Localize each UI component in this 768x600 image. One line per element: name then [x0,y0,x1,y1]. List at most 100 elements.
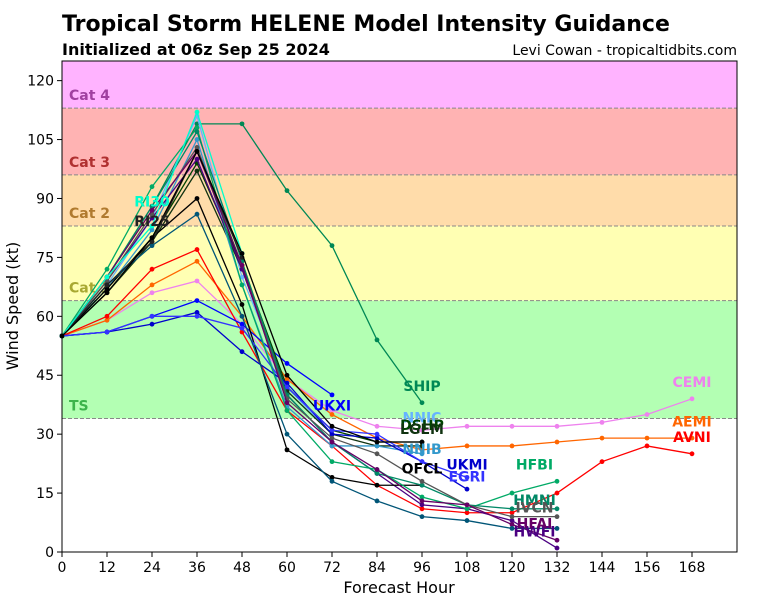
chart-subtitle: Initialized at 06z Sep 25 2024 [62,40,330,59]
series-point-ukxi [239,321,245,327]
series-point-ship [329,243,335,249]
series-point-hfai [464,502,470,508]
series-point-aemi [464,443,470,449]
band-label-ts: TS [69,398,89,414]
series-point-ofcl [284,447,290,453]
series-point-hfai [374,467,380,472]
series-point-hfbi [194,125,200,131]
chart-credit: Levi Cowan - tropicaltidbits.com [512,43,737,59]
series-label-avni: AVNI [673,430,711,446]
series-point-aemi [644,435,650,441]
series-point-ofcl [104,286,110,292]
series-point-ofcl [194,196,200,201]
band-cat-4 [62,61,737,109]
model-series [59,109,695,551]
series-point-cemi [689,396,695,402]
series-point-ivcn [194,145,200,150]
series-point-ukmi [284,380,290,386]
x-tick-label: 36 [188,560,206,576]
series-point-hwfi [509,518,515,523]
series-point-ukmi [239,349,245,355]
series-point-hfai [284,400,290,406]
series-line-hfai [61,150,558,541]
series-point-ri30 [194,109,200,115]
series-line-egri [61,315,468,478]
series-point-ivcn [419,478,425,484]
x-tick-label: 144 [589,560,616,576]
series-point-egri [419,459,425,465]
series-point-hmni [509,506,515,512]
series-point-hfai [419,498,425,504]
series-point-hmni [374,471,380,476]
series-label-nnic: NNIC [403,410,442,426]
series-point-unnamed [329,423,335,429]
series-point-nnib [329,443,335,449]
x-tick-label: 96 [413,560,431,576]
series-point-hfbi [509,490,515,496]
x-tick-label: 48 [233,560,251,576]
x-tick-label: 108 [454,560,481,576]
series-point-nnib [419,451,425,457]
x-tick-label: 168 [679,560,706,576]
x-tick-label: 24 [143,560,161,576]
series-point-ctci [464,518,470,523]
series-point-ri30 [104,274,110,280]
series-point-aemi [284,376,290,382]
series-point-aemi [419,447,425,453]
series-point-hfai [149,207,155,213]
series-point-ctci [374,498,380,504]
series-point-ctci [329,478,335,484]
series-point-ship [374,337,380,343]
series-point-ukmi [329,431,335,437]
series-point-hfai [554,537,560,543]
series-point-egri [464,474,470,480]
x-tick-label: 132 [544,560,571,576]
series-point-cemi [149,290,155,296]
series-point-hwfi [554,545,560,551]
series-point-unnamed [239,251,245,256]
series-point-aemi [149,282,155,288]
series-point-egri [329,427,335,433]
series-point-aemi [194,258,200,264]
series-point-hmni [149,203,155,209]
intensity-bands [62,61,737,419]
series-point-unnamed [419,439,425,445]
series-point-hwfi [419,502,425,508]
x-tick-label: 84 [368,560,386,576]
x-tick-label: 0 [58,560,67,576]
series-point-ivcn [329,435,335,441]
series-point-ukmi [194,309,200,315]
series-point-ctci [149,243,155,249]
series-point-aemi [554,439,560,445]
series-point-unnamed [374,439,380,445]
series-point-cemi [554,423,560,429]
series-point-avni [464,510,470,516]
series-point-hfbi [419,494,425,500]
series-point-cemi [644,412,650,417]
series-point-hfai [239,262,245,268]
series-point-ship [239,121,245,127]
y-tick-label: 60 [36,309,54,325]
series-point-hfbi [464,506,470,512]
series-point-hmni [194,129,200,135]
series-point-ri30 [149,223,155,229]
series-point-hwfi [194,156,200,162]
series-point-unnamed [149,235,155,241]
series-point-ukxi [284,361,290,366]
series-label-ri25: RI25 [134,214,169,230]
series-point-egri [374,431,380,437]
series-point-ukxi [329,392,335,398]
series-point-aemi [329,412,335,417]
series-point-hmni [554,506,560,512]
series-label-nnib: NNIB [402,442,441,458]
y-tick-label: 0 [45,545,54,561]
series-label-ukxi: UKXI [313,399,351,415]
band-label-cat-2: Cat 2 [69,206,110,222]
series-point-avni [104,313,110,319]
series-point-ivcn [509,514,515,520]
series-point-unnamed [284,372,290,378]
band-label-cat-3: Cat 3 [69,155,110,171]
series-label-ship: SHIP [403,379,440,395]
